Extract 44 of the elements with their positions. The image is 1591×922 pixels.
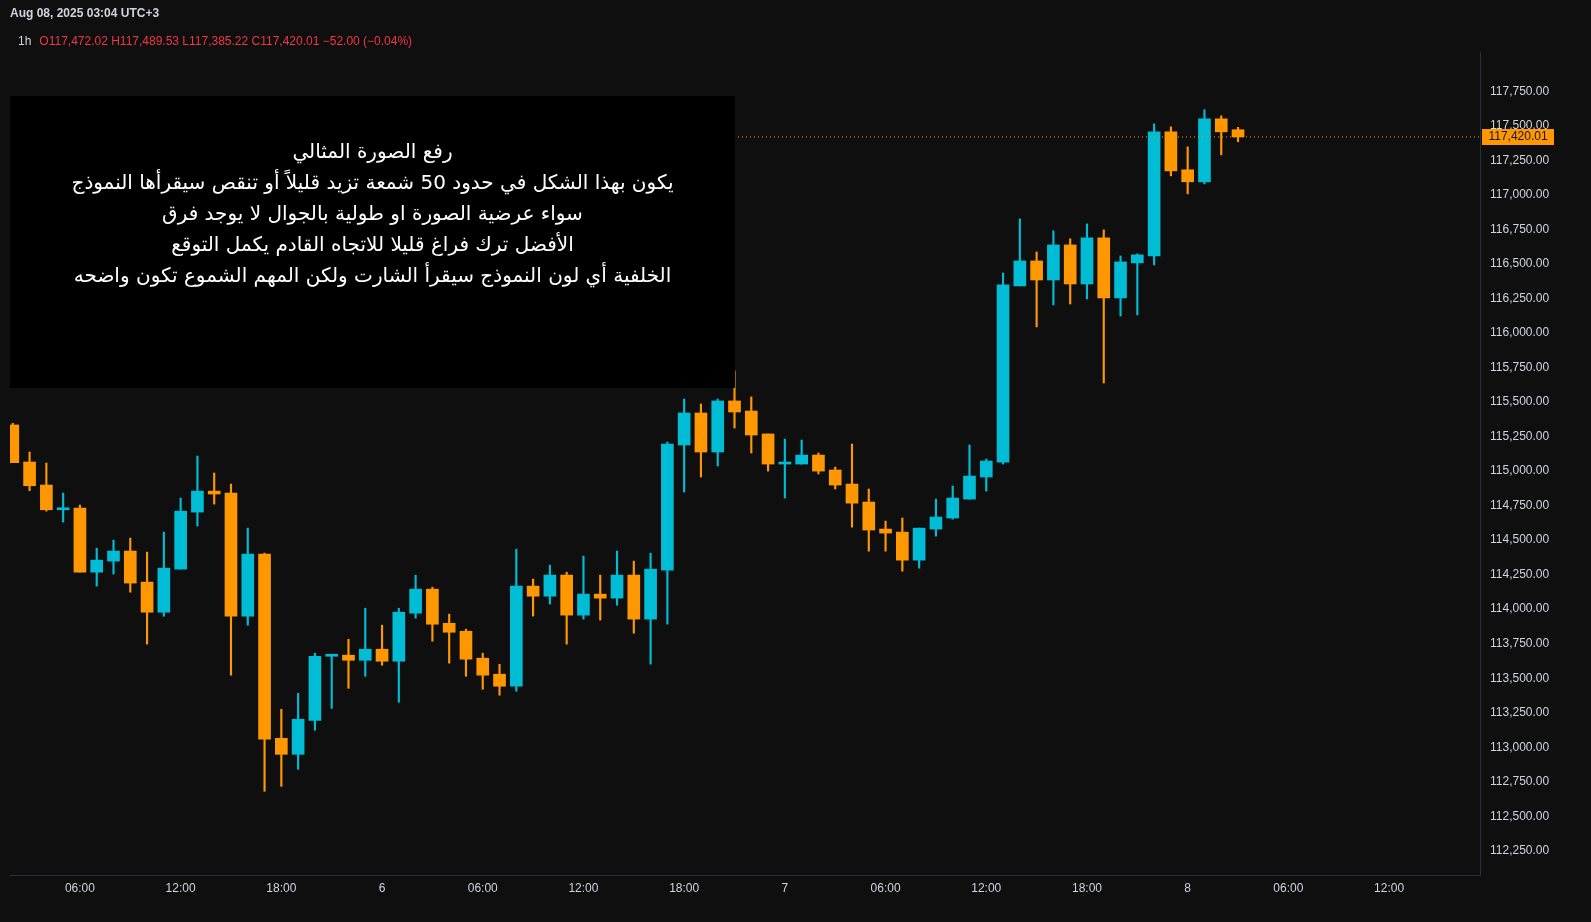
- y-tick-label: 116,250.00: [1490, 290, 1550, 305]
- y-tick-label: 113,500.00: [1490, 670, 1550, 685]
- chart-title: 1h: [18, 34, 32, 48]
- y-tick-label: 112,500.00: [1490, 808, 1550, 823]
- y-tick-label: 115,750.00: [1490, 359, 1550, 374]
- x-tick-label: 06:00: [64, 880, 96, 895]
- x-tick-label: 7: [781, 880, 789, 895]
- y-tick-label: 114,000.00: [1490, 601, 1550, 616]
- x-tick-label: 8: [1184, 880, 1192, 895]
- y-tick-label: 116,750.00: [1490, 221, 1550, 236]
- text: Aug 08, 2025 03:04 UTC+3: [10, 6, 160, 20]
- x-tick-label: 12:00: [971, 880, 1002, 895]
- candlestick: [577, 555, 590, 620]
- x-tick-label: 18:00: [1071, 880, 1103, 895]
- candlestick: [191, 455, 204, 527]
- y-tick-label: 114,250.00: [1490, 566, 1550, 581]
- y-tick-label: 116,000.00: [1490, 325, 1550, 340]
- y-tick-label: 113,000.00: [1490, 739, 1550, 754]
- x-tick-label: 18:00: [669, 880, 700, 895]
- y-tick-label: 117,250.00: [1490, 152, 1550, 167]
- x-tick-label: 12:00: [165, 880, 196, 895]
- x-tick-label: 06:00: [870, 880, 901, 895]
- x-tick-label: 06:00: [1273, 880, 1304, 895]
- x-tick-label: 12:00: [1374, 880, 1405, 895]
- x-tick-label: 06:00: [467, 880, 499, 895]
- y-tick-label: 113,250.00: [1490, 705, 1550, 720]
- y-tick-label: 116,500.00: [1490, 256, 1550, 271]
- y-tick-label: 112,750.00: [1490, 774, 1550, 789]
- y-tick-label: 112,250.00: [1490, 843, 1550, 858]
- x-tick-label: 12:00: [568, 880, 599, 895]
- candlestick: [342, 638, 355, 689]
- chart-subtitle: O117,472.02 H117,489.53 L117,385.22 C117,420.01 −52.00 (−0.04%): [39, 34, 413, 48]
- x-tick-label: 18:00: [266, 880, 297, 895]
- y-tick-label: 114,750.00: [1490, 497, 1550, 512]
- y-tick-label: 115,500.00: [1490, 394, 1550, 409]
- y-tick-label: 115,250.00: [1490, 428, 1550, 443]
- x-tick-label: 6: [378, 880, 386, 895]
- y-tick-label: 117,750.00: [1490, 83, 1550, 98]
- candlestick: [107, 539, 120, 575]
- note-panel: رفع الصورة المثالي يكون بهذا الشكل في حدود 50 شمعة تزيد قليلاً أو تنقص سيقرأها النموذج سواء عرضية الصورة او طولية بالجوال لا يوجد فرق الأفضل ترك فراغ قليلا للاتجاه القادم يكمل التوقع الخلفية أي لون النموذج سيقرأ الشارت ولكن المهم الشموع تكون واضحه: [10, 96, 735, 388]
- y-tick-label: 113,750.00: [1490, 636, 1550, 651]
- y-tick-label: 114,500.00: [1490, 532, 1550, 547]
- y-tick-label: 117,000.00: [1490, 187, 1550, 202]
- y-tick-label: 115,000.00: [1490, 463, 1550, 478]
